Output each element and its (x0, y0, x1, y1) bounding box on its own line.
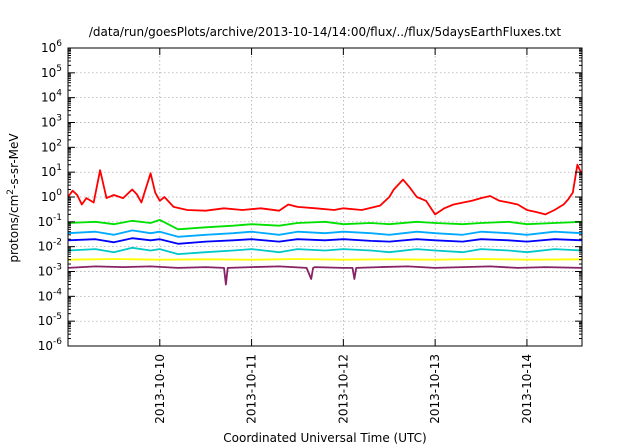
y-axis-label: protons/cm2-s-sr-MeV (6, 133, 21, 263)
y-tick-label: 10-2 (38, 238, 62, 254)
series-line-5 (67, 246, 583, 255)
x-tick-labels: 2013-10-10 2013-10-11 2013-10-12 2013-10-13… (153, 354, 534, 424)
grid (68, 48, 582, 346)
series-line-4 (67, 237, 583, 245)
y-tick-label: 106 (41, 39, 62, 55)
x-tick-label: 2013-10-12 (336, 354, 350, 424)
y-tick-label: 103 (41, 114, 62, 130)
chart-title: /data/run/goesPlots/archive/2013-10-14/1… (89, 25, 562, 39)
ticks (68, 47, 582, 347)
series-line-7 (67, 265, 583, 286)
y-tick-label: 104 (41, 89, 62, 105)
series-line-2 (67, 219, 583, 231)
x-tick-label: 2013-10-11 (245, 354, 259, 424)
y-tick-label: 102 (41, 138, 62, 154)
y-tick-label: 105 (41, 64, 62, 80)
x-tick-label: 2013-10-14 (520, 354, 534, 424)
x-axis-label: Coordinated Universal Time (UTC) (223, 431, 426, 445)
y-tick-label: 10-6 (38, 337, 63, 353)
y-tick-label: 100 (41, 188, 62, 204)
x-tick-label: 2013-10-13 (428, 354, 442, 424)
series-line-3 (67, 229, 583, 238)
x-tick-label: 2013-10-10 (153, 354, 167, 424)
y-tick-label: 101 (41, 163, 62, 179)
series-line-1 (67, 163, 583, 216)
series-line-6 (67, 258, 583, 261)
series-layer (67, 163, 583, 286)
y-tick-label: 10-1 (38, 213, 62, 229)
y-tick-label: 10-3 (38, 263, 62, 279)
y-tick-label: 10-4 (38, 287, 63, 303)
y-tick-label: 10-5 (38, 312, 62, 328)
y-tick-labels: 10-6 10-5 10-4 10-3 10-2 10-1 100 101 102 103 104 1… (38, 39, 63, 353)
